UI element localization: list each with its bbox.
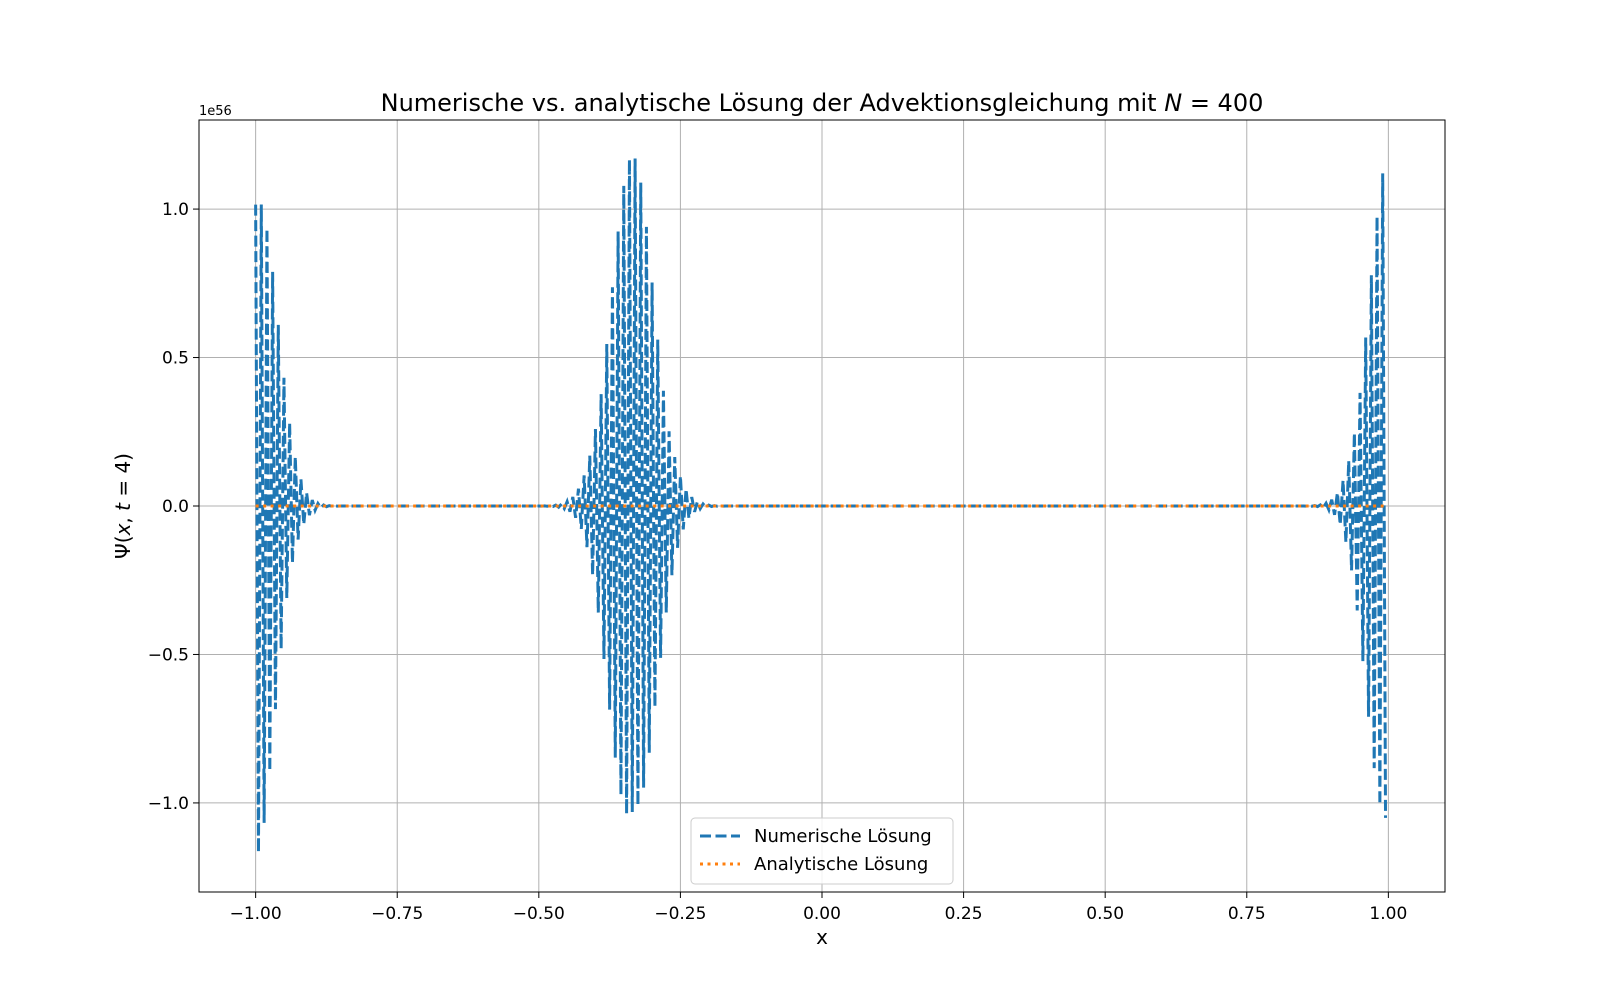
y-axis-label: Ψ(x, t = 4) <box>111 453 135 559</box>
x-axis-label: x <box>816 925 828 949</box>
y-tick-label: 0.0 <box>162 497 189 517</box>
x-tick-label: 0.00 <box>803 904 841 924</box>
series-layer <box>254 158 1388 853</box>
x-tick-label: 0.75 <box>1228 904 1266 924</box>
x-tick-label: −1.00 <box>230 904 282 924</box>
x-tick-label: 1.00 <box>1369 904 1407 924</box>
legend-numerische-loesung-label: Numerische Lösung <box>754 826 932 847</box>
y-tick-label: 1.0 <box>162 200 189 220</box>
x-tick-label: 0.50 <box>1086 904 1124 924</box>
legend-box <box>690 817 954 885</box>
x-axis-ticks: −1.00 −0.75 −0.50 −0.25 0.00 0.25 0.50 0.75 1.00 <box>230 892 1407 924</box>
y-axis-ticks: −1.0 −0.5 0.0 0.5 1.0 <box>148 200 199 814</box>
legend-analytische-loesung-label: Analytische Lösung <box>754 854 928 875</box>
x-tick-label: −0.50 <box>513 904 565 924</box>
x-tick-label: 0.25 <box>945 904 983 924</box>
x-tick-label: −0.25 <box>654 904 706 924</box>
y-offset-text: 1e56 <box>199 104 232 119</box>
y-tick-label: −1.0 <box>148 794 189 814</box>
x-tick-label: −0.75 <box>371 904 423 924</box>
chart-title: Numerische vs. analytische Lösung der Ad… <box>381 89 1264 117</box>
y-tick-label: −0.5 <box>148 645 189 665</box>
legend: Numerische Lösung Analytische Lösung <box>690 817 954 885</box>
y-tick-label: 0.5 <box>162 349 189 369</box>
